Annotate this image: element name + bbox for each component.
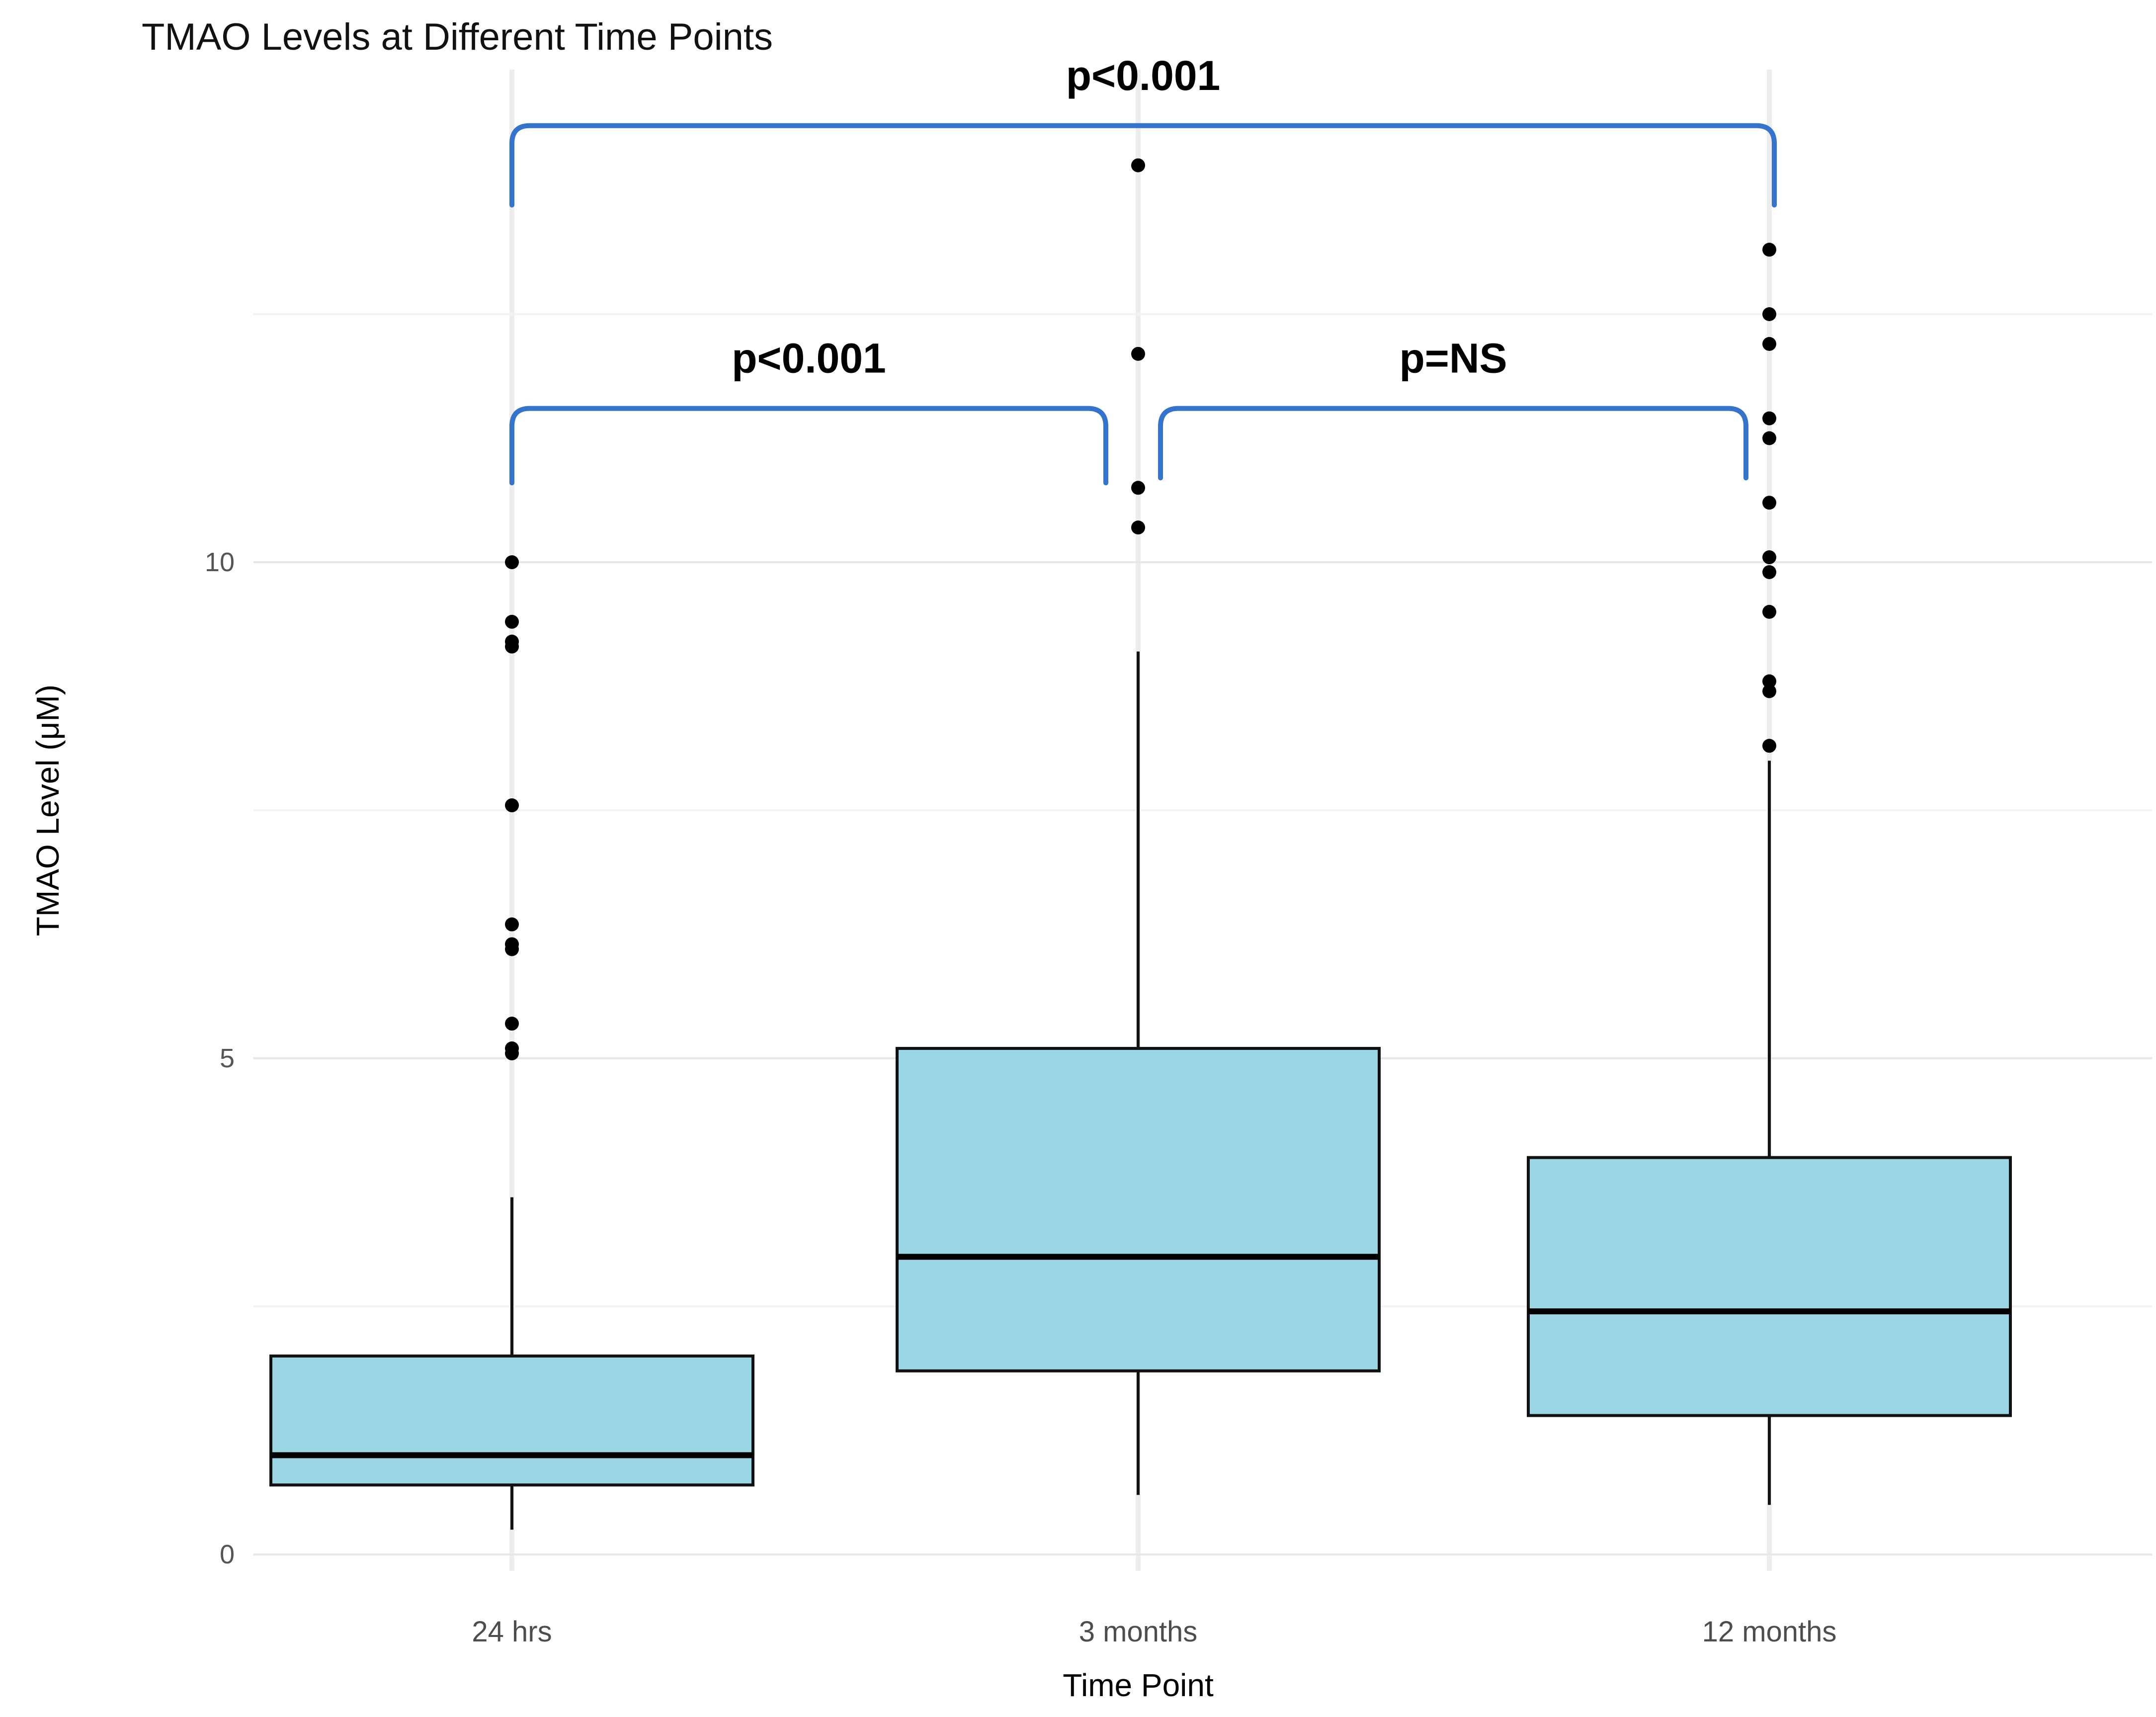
significance-label-1: p<0.001 (732, 335, 886, 382)
outlier-dot-24-hrs-10 (505, 555, 519, 569)
iqr-box-3-months (896, 1047, 1381, 1373)
significance-label-2: p=NS (1399, 335, 1507, 382)
label-layer: TMAO Levels at Different Time Points Tim… (30, 16, 1836, 1703)
outlier-dot-12-months-2 (1762, 674, 1776, 688)
chart-title: TMAO Levels at Different Time Points (142, 16, 773, 58)
iqr-box-24-hrs (269, 1354, 754, 1487)
significance-bracket-0 (509, 123, 1777, 208)
outlier-dot-24-hrs-2 (505, 1017, 519, 1031)
outlier-dot-12-months-0 (1762, 739, 1776, 753)
outlier-dot-3-months-1 (1131, 481, 1145, 495)
y-tick-label-10: 10 (205, 547, 235, 577)
outlier-dot-12-months-6 (1762, 496, 1776, 510)
outlier-dot-12-months-11 (1762, 243, 1776, 257)
outlier-dot-12-months-1 (1762, 684, 1776, 698)
significance-bracket-layer: p<0.001 p<0.001 p=NS (509, 52, 1777, 486)
outlier-dot-12-months-3 (1762, 604, 1776, 619)
outlier-dot-12-months-7 (1762, 431, 1776, 445)
x-axis-title: Time Point (1063, 1667, 1214, 1703)
significance-bracket-1 (509, 406, 1108, 486)
iqr-box-12-months (1527, 1156, 2012, 1417)
outlier-dot-12-months-9 (1762, 337, 1776, 351)
outlier-dot-3-months-2 (1131, 346, 1145, 361)
outlier-dot-3-months-3 (1131, 158, 1145, 172)
outlier-dot-24-hrs-4 (505, 937, 519, 951)
x-tick-label-24-hrs: 24 hrs (472, 1616, 552, 1648)
outlier-dot-24-hrs-5 (505, 917, 519, 932)
y-axis-title: TMAO Level (μM) (30, 685, 66, 936)
x-tick-label-12-months: 12 months (1702, 1616, 1837, 1648)
significance-label-0: p<0.001 (1066, 52, 1221, 99)
x-tick-label-3-months: 3 months (1079, 1616, 1198, 1648)
outlier-dot-3-months-0 (1131, 520, 1145, 535)
outlier-dot-12-months-5 (1762, 550, 1776, 565)
outlier-dot-24-hrs-6 (505, 798, 519, 813)
box-layer (269, 158, 2012, 1530)
outlier-dot-12-months-8 (1762, 411, 1776, 426)
outlier-dot-24-hrs-1 (505, 1041, 519, 1056)
outlier-dot-12-months-10 (1762, 307, 1776, 321)
y-tick-label-5: 5 (220, 1043, 235, 1073)
outlier-dot-12-months-4 (1762, 565, 1776, 579)
y-tick-label-0: 0 (220, 1540, 235, 1569)
outlier-dot-24-hrs-8 (505, 634, 519, 649)
outlier-dot-24-hrs-9 (505, 614, 519, 629)
significance-bracket-2 (1158, 406, 1748, 481)
